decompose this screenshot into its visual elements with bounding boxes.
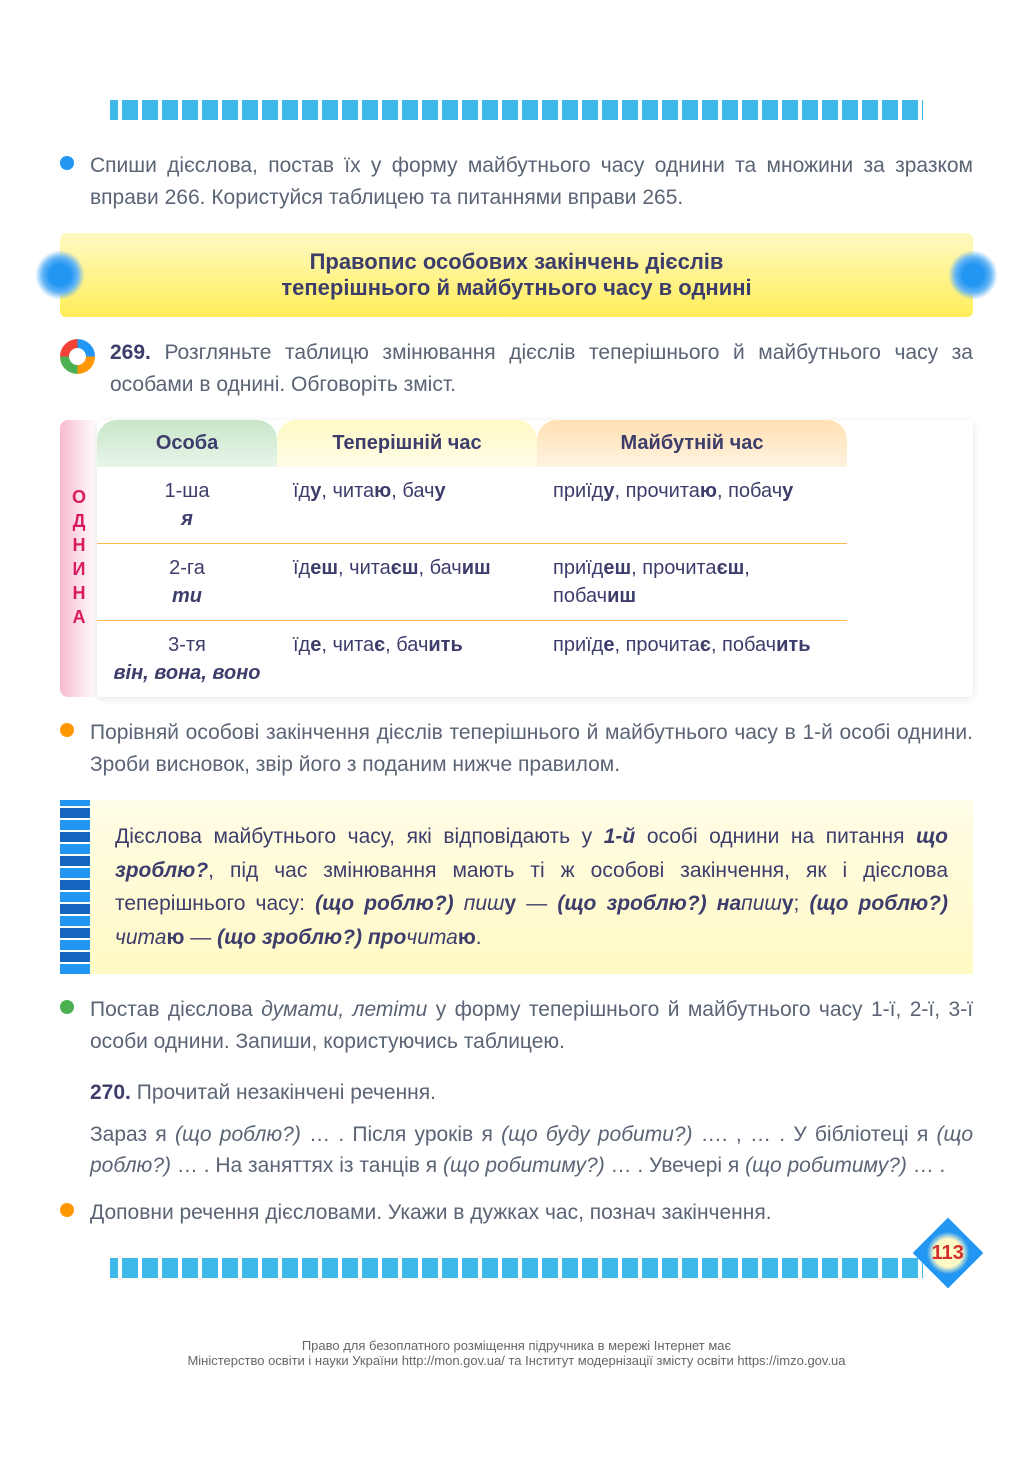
table-cell-future-1: приїду, прочитаю, побачу [537, 467, 847, 544]
rule-ornament-icon [60, 800, 90, 974]
table-grid: Особа Теперішній час Майбутній час 1-шая… [97, 420, 973, 697]
green-task: Постав дієслова думати, летіти у форму т… [60, 994, 973, 1057]
textbook-page: Спиши дієслова, постав їх у форму майбут… [0, 0, 1033, 1318]
table-cell-present-2: їдеш, читаєш, бачиш [277, 544, 537, 621]
table-cell-person-3: 3-тявін, вона, воно [97, 621, 277, 697]
compare-task: Порівняй особові закінчення дієслів тепе… [60, 717, 973, 780]
section-header: Правопис особових закінчень дієслів тепе… [60, 233, 973, 317]
page-number: 113 [913, 1218, 984, 1289]
table-header-person: Особа [97, 420, 277, 467]
activity-circle-icon [60, 339, 95, 374]
footer: Право для безоплатного розміщення підруч… [0, 1318, 1033, 1378]
table-cell-present-3: їде, читає, бачить [277, 621, 537, 697]
table-cell-future-2: приїдеш, прочитаєш, побачиш [537, 544, 847, 621]
conjugation-table: ОДНИНА Особа Теперішній час Майбутній ча… [60, 420, 973, 697]
table-cell-person-1: 1-шая [97, 467, 277, 544]
ornament-right-icon [948, 250, 998, 300]
intro-text: Спиши дієслова, постав їх у форму майбут… [90, 150, 973, 213]
exercise-270-body: Зараз я (що роблю?) … . Після уроків я (… [90, 1119, 973, 1182]
green-task-text: Постав дієслова думати, летіти у форму т… [90, 994, 973, 1057]
orange-bullet-icon [60, 1203, 74, 1217]
table-cell-present-1: їду, читаю, бачу [277, 467, 537, 544]
exercise-269: 269. Розгляньте таблицю змінювання дієсл… [60, 337, 973, 400]
exercise-270-number: 270. [90, 1081, 131, 1104]
orange-task-2: Доповни речення дієсловами. Укажи в дужк… [60, 1197, 973, 1229]
exercise-269-text: Розгляньте таблицю змінювання дієслів те… [110, 341, 973, 396]
table-vertical-label: ОДНИНА [60, 420, 97, 697]
header-line2: теперішнього й майбутнього часу в однині [90, 275, 943, 301]
table-cell-future-3: приїде, прочитає, побачить [537, 621, 847, 697]
exercise-270-intro: Прочитай незакінчені речення. [137, 1081, 436, 1104]
exercise-270: 270. Прочитай незакінчені речення. Зараз… [90, 1077, 973, 1182]
table-header-present: Теперішній час [277, 420, 537, 467]
footer-line1: Право для безоплатного розміщення підруч… [0, 1338, 1033, 1353]
compare-text: Порівняй особові закінчення дієслів тепе… [90, 717, 973, 780]
rule-text: Дієслова майбутнього часу, які відповіда… [115, 820, 948, 954]
exercise-number: 269. [110, 341, 151, 364]
table-header-future: Майбутній час [537, 420, 847, 467]
footer-line2: Міністерство освіти і науки України http… [0, 1353, 1033, 1368]
bottom-border-ornament [110, 1258, 923, 1278]
header-line1: Правопис особових закінчень дієслів [90, 249, 943, 275]
table-cell-person-2: 2-гати [97, 544, 277, 621]
intro-task: Спиши дієслова, постав їх у форму майбут… [60, 150, 973, 213]
top-border-ornament [110, 100, 923, 120]
blue-bullet-icon [60, 156, 74, 170]
green-bullet-icon [60, 1000, 74, 1014]
ornament-left-icon [35, 250, 85, 300]
rule-box: Дієслова майбутнього часу, які відповіда… [60, 800, 973, 974]
orange-bullet-icon [60, 723, 74, 737]
orange-task-2-text: Доповни речення дієсловами. Укажи в дужк… [90, 1197, 772, 1229]
